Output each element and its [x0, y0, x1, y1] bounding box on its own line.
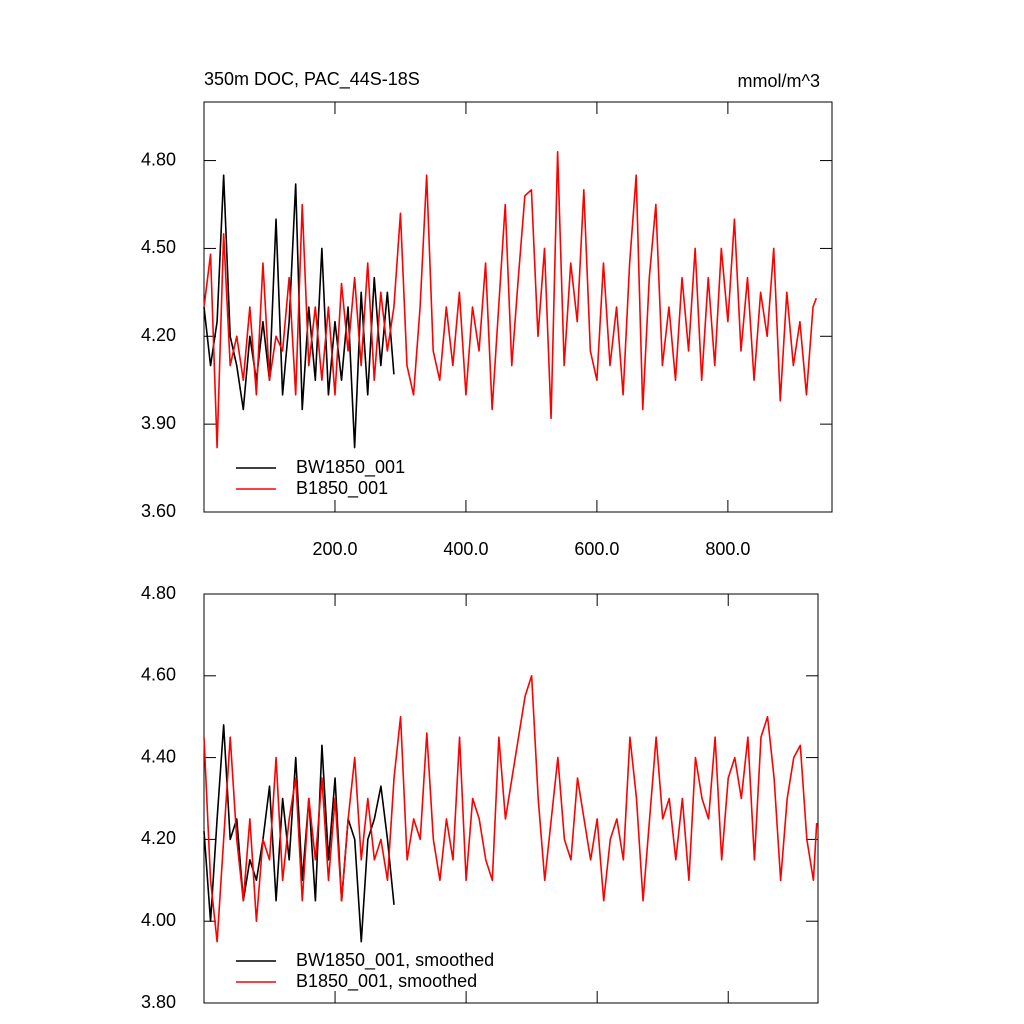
x-tick-label: 200.0 [312, 539, 357, 559]
x-tick-label: 800.0 [705, 539, 750, 559]
x-tick-label: 600.0 [574, 539, 619, 559]
legend-label: B1850_001 [296, 478, 388, 499]
chart-title: 350m DOC, PAC_44S-18S [204, 69, 420, 90]
series-line [203, 150, 818, 449]
legend-label: B1850_001, smoothed [296, 971, 477, 992]
legend-label: BW1850_001, smoothed [296, 950, 494, 971]
y-tick-label: 4.60 [141, 665, 176, 685]
units-label: mmol/m^3 [738, 71, 820, 91]
y-tick-label: 4.80 [141, 149, 176, 169]
plot-frame [203, 593, 819, 1004]
y-tick-label: 3.60 [141, 501, 176, 521]
y-tick-label: 4.40 [141, 746, 176, 766]
y-tick-label: 4.00 [141, 910, 176, 930]
y-tick-label: 4.80 [141, 583, 176, 603]
y-tick-label: 4.20 [141, 325, 176, 345]
y-tick-label: 3.90 [141, 413, 176, 433]
series-line [203, 675, 818, 943]
y-tick-label: 3.80 [141, 992, 176, 1012]
x-tick-label: 400.0 [443, 539, 488, 559]
y-tick-label: 4.50 [141, 237, 176, 257]
legend-label: BW1850_001 [296, 457, 405, 478]
y-tick-label: 4.20 [141, 828, 176, 848]
